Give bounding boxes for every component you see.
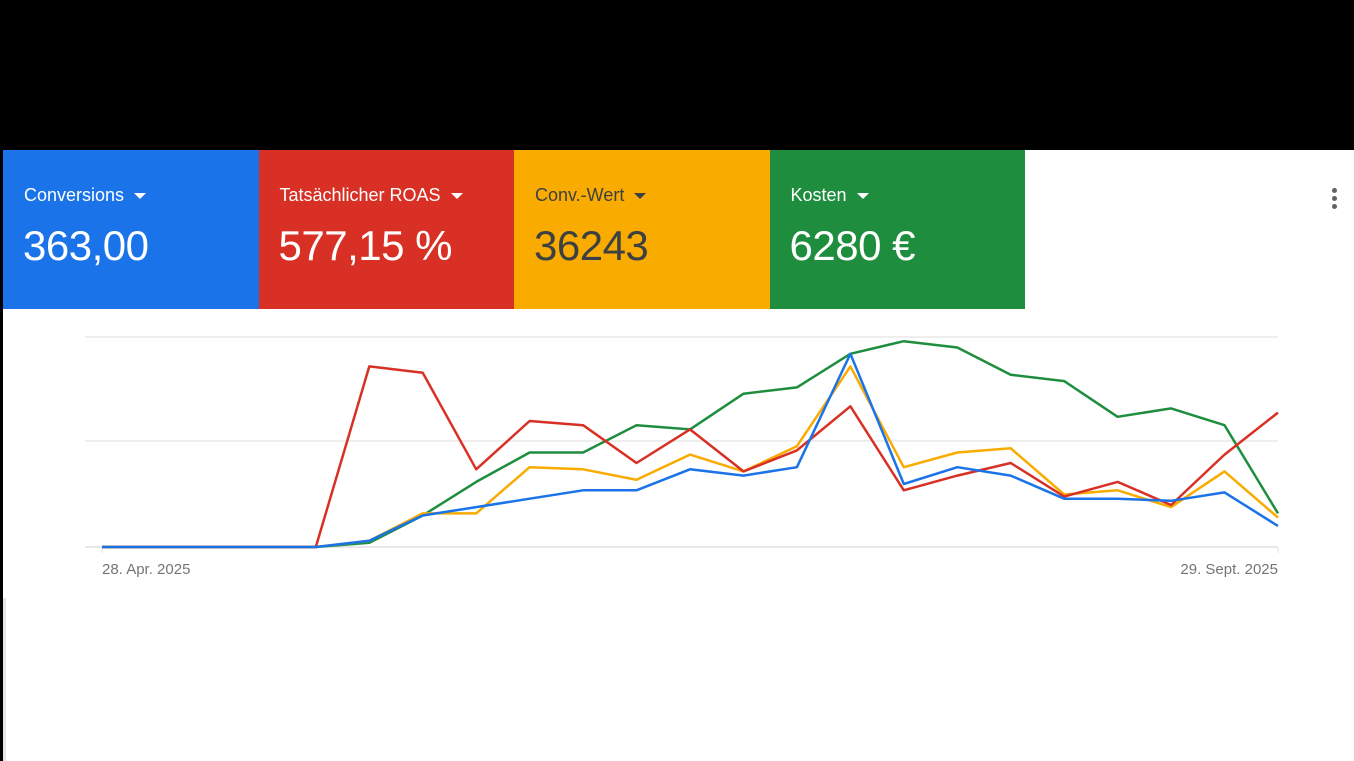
scorecard-label-text: Conv.-Wert (535, 185, 625, 205)
caret-down-icon[interactable] (134, 192, 147, 199)
series-line-kosten (102, 339, 1280, 549)
scorecard-cost[interactable]: Kosten 6280 € (769, 150, 1025, 309)
series-line-conversions (102, 352, 1279, 549)
scorecard-value: 36243 (534, 222, 649, 269)
scorecard-conv-value[interactable]: Conv.-Wert 36243 (514, 150, 770, 309)
more-vert-icon (1331, 187, 1337, 193)
scorecard-row: Conversions 363,00 Tatsächlicher ROAS 57… (3, 150, 1025, 309)
series-line-conv-wert (102, 365, 1279, 549)
scorecard-label: Kosten (791, 185, 869, 206)
scorecard-value: 577,15 % (278, 222, 453, 269)
scorecard-conversions[interactable]: Conversions 363,00 (3, 150, 259, 309)
caret-down-icon[interactable] (450, 192, 463, 199)
scorecard-label-text: Conversions (24, 185, 125, 205)
caret-down-icon[interactable] (634, 192, 647, 199)
scorecard-label-text: Kosten (790, 185, 847, 205)
caret-down-icon[interactable] (856, 192, 869, 199)
more-vert-icon (1331, 195, 1337, 201)
x-axis-start-label: 28. Apr. 2025 (102, 561, 191, 578)
x-axis-end-label: 29. Sept. 2025 (1180, 561, 1278, 578)
scorecard-label: Tatsächlicher ROAS (280, 185, 463, 206)
scorecard-roas[interactable]: Tatsächlicher ROAS 577,15 % (258, 150, 514, 309)
more-vert-icon (1331, 203, 1337, 209)
panel-edge (3, 598, 6, 761)
series-line-tats-chlicher-roas (102, 365, 1279, 549)
more-options-button[interactable] (1322, 182, 1346, 214)
scorecard-value: 6280 € (789, 222, 916, 269)
scorecard-label: Conv.-Wert (535, 185, 647, 206)
scorecard-value: 363,00 (23, 222, 149, 269)
scorecard-label-text: Tatsächlicher ROAS (279, 185, 441, 205)
scorecard-label: Conversions (24, 185, 147, 206)
